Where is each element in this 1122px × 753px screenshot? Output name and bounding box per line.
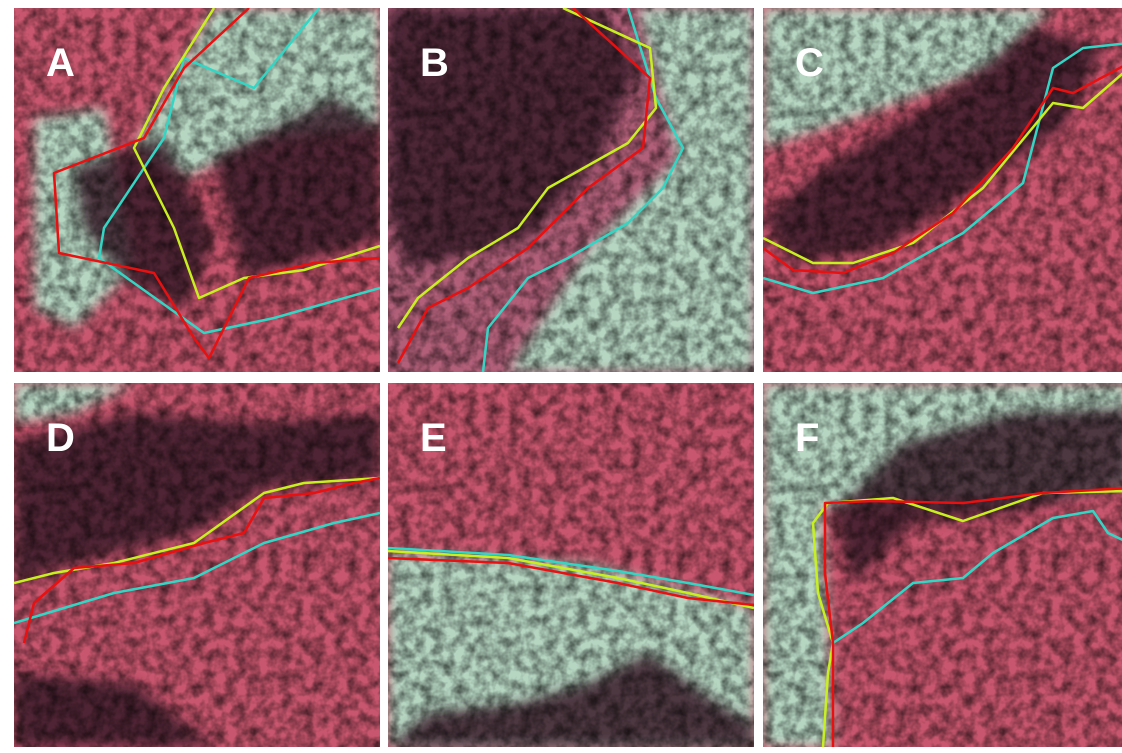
panel-label: D xyxy=(46,416,75,460)
panel-label: E xyxy=(420,416,447,460)
panel-label: F xyxy=(795,416,819,460)
image-panel: E xyxy=(388,383,754,747)
image-panel: B xyxy=(388,8,754,372)
panel-label: C xyxy=(795,41,824,85)
figure: A B C D E F xyxy=(0,0,1122,753)
image-panel: A xyxy=(14,8,380,372)
image-panel: C xyxy=(763,8,1122,372)
image-panel: D xyxy=(14,383,380,747)
image-panel: F xyxy=(763,383,1122,747)
panel-label: A xyxy=(46,41,75,85)
panel-label: B xyxy=(420,41,449,85)
